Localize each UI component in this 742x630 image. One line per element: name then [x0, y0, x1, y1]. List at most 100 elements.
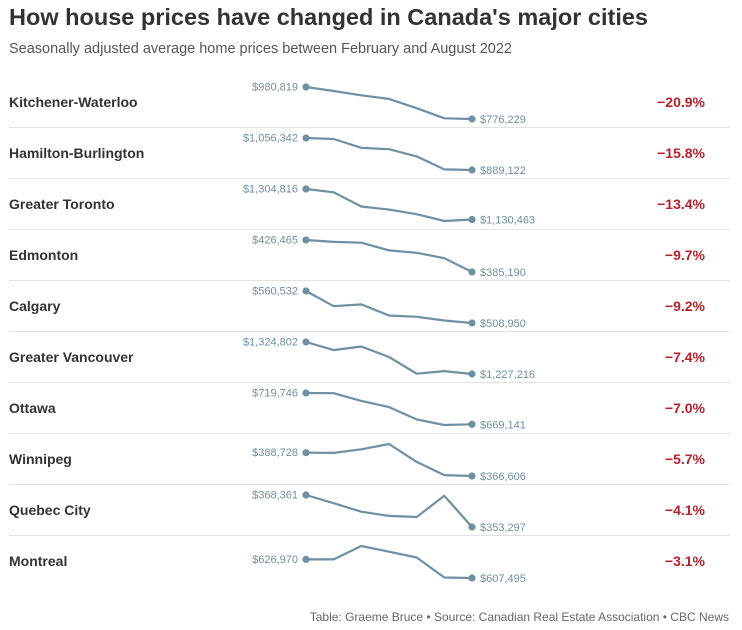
percent-change: −20.9%	[657, 94, 705, 110]
city-name: Edmonton	[9, 247, 79, 263]
city-name: Hamilton-Burlington	[9, 145, 145, 161]
city-row: Montreal $626,970 $607,495 −3.1%	[0, 536, 742, 587]
sparkline: $1,324,802 $1,227,216	[243, 337, 535, 382]
percent-change: −15.8%	[657, 145, 705, 161]
end-price-label: $889,122	[480, 165, 526, 177]
row-divider	[9, 331, 730, 332]
sparkline: $368,361 $353,297	[252, 490, 526, 535]
start-point	[302, 449, 310, 457]
percent-change: −9.7%	[664, 247, 705, 263]
end-point	[468, 420, 476, 428]
city-name: Montreal	[9, 553, 68, 569]
start-price-label: $1,304,816	[243, 184, 298, 196]
start-point	[302, 287, 310, 295]
start-price-label: $1,056,342	[243, 133, 298, 145]
price-line	[305, 238, 473, 273]
start-price-label: $719,746	[252, 388, 298, 400]
price-line	[305, 290, 473, 325]
start-point	[302, 83, 310, 91]
city-name: Greater Vancouver	[9, 349, 134, 365]
city-row: Hamilton-Burlington $1,056,342 $889,122 −15…	[0, 128, 742, 179]
percent-change: −7.0%	[664, 400, 705, 416]
end-point	[468, 472, 476, 480]
price-line	[306, 544, 473, 580]
start-price-label: $388,728	[252, 447, 298, 459]
city-row: Greater Toronto $1,304,816 $1,130,463 −13.4…	[0, 179, 742, 230]
percent-change: −7.4%	[664, 349, 705, 365]
price-line	[305, 493, 473, 528]
percent-change: −9.2%	[664, 298, 705, 314]
city-row: Kitchener-Waterloo $980,819 $776,229 −20.9%	[0, 77, 742, 128]
end-point	[468, 166, 476, 174]
city-row: Greater Vancouver $1,324,802 $1,227,216 −7.…	[0, 332, 742, 383]
start-point	[302, 236, 310, 244]
end-point	[468, 268, 476, 276]
start-price-label: $368,361	[252, 490, 298, 502]
price-line	[305, 136, 473, 172]
end-price-label: $353,297	[480, 522, 526, 534]
price-line	[305, 85, 473, 121]
sparkline: $560,532 $508,950	[252, 286, 526, 331]
end-point	[468, 574, 476, 582]
city-row: Winnipeg $388,728 $366,606 −5.7%	[0, 434, 742, 485]
start-point	[302, 491, 310, 499]
start-price-label: $1,324,802	[243, 337, 298, 349]
price-line	[305, 442, 473, 478]
end-point	[468, 370, 476, 378]
row-divider	[9, 535, 730, 536]
end-price-label: $385,190	[480, 267, 526, 279]
price-line	[305, 391, 473, 427]
sparkline: $980,819 $776,229	[252, 82, 526, 127]
city-name: Quebec City	[9, 502, 91, 518]
city-name: Greater Toronto	[9, 196, 115, 212]
end-price-label: $669,141	[480, 419, 526, 431]
sparkline: $626,970 $607,495	[252, 544, 526, 585]
percent-change: −4.1%	[664, 502, 705, 518]
start-point	[302, 555, 310, 563]
end-price-label: $1,130,463	[480, 215, 535, 227]
end-price-label: $366,606	[480, 471, 526, 483]
start-price-label: $560,532	[252, 286, 298, 298]
city-name: Ottawa	[9, 400, 56, 416]
sparkline: $426,465 $385,190	[252, 235, 526, 280]
start-point	[302, 389, 310, 397]
city-row: Quebec City $368,361 $353,297 −4.1%	[0, 485, 742, 536]
city-name: Winnipeg	[9, 451, 72, 467]
chart-title: How house prices have changed in Canada'…	[9, 4, 648, 30]
city-name: Calgary	[9, 298, 61, 314]
row-divider	[9, 484, 730, 485]
row-divider	[9, 433, 730, 434]
city-row: Ottawa $719,746 $669,141 −7.0%	[0, 383, 742, 434]
city-row: Edmonton $426,465 $385,190 −9.7%	[0, 230, 742, 281]
sparkline: $388,728 $366,606	[252, 442, 526, 483]
city-row: Calgary $560,532 $508,950 −9.2%	[0, 281, 742, 332]
city-name: Kitchener-Waterloo	[9, 94, 138, 110]
start-price-label: $426,465	[252, 235, 298, 247]
chart-subtitle: Seasonally adjusted average home prices …	[9, 41, 512, 57]
end-point	[468, 115, 476, 123]
sparkline: $719,746 $669,141	[252, 388, 526, 432]
percent-change: −3.1%	[664, 553, 705, 569]
row-divider	[9, 280, 730, 281]
start-point	[302, 338, 310, 346]
sparkline: $1,304,816 $1,130,463	[243, 184, 535, 227]
end-point	[468, 319, 476, 327]
end-point	[468, 523, 476, 531]
percent-change: −5.7%	[664, 451, 705, 467]
end-point	[468, 215, 476, 224]
start-price-label: $980,819	[252, 82, 298, 94]
percent-change: −13.4%	[657, 196, 705, 212]
footer-credit: Table: Graeme Bruce • Source: Canadian R…	[309, 610, 729, 624]
sparkline: $1,056,342 $889,122	[243, 133, 526, 178]
price-line	[305, 187, 473, 223]
row-divider	[9, 229, 730, 230]
price-line	[305, 340, 473, 376]
start-price-label: $626,970	[252, 554, 298, 566]
row-divider	[9, 382, 730, 383]
end-price-label: $607,495	[480, 573, 526, 585]
row-divider	[9, 127, 730, 128]
end-price-label: $508,950	[480, 318, 526, 330]
end-price-label: $776,229	[480, 114, 526, 126]
start-point	[302, 134, 310, 142]
end-price-label: $1,227,216	[480, 369, 535, 381]
